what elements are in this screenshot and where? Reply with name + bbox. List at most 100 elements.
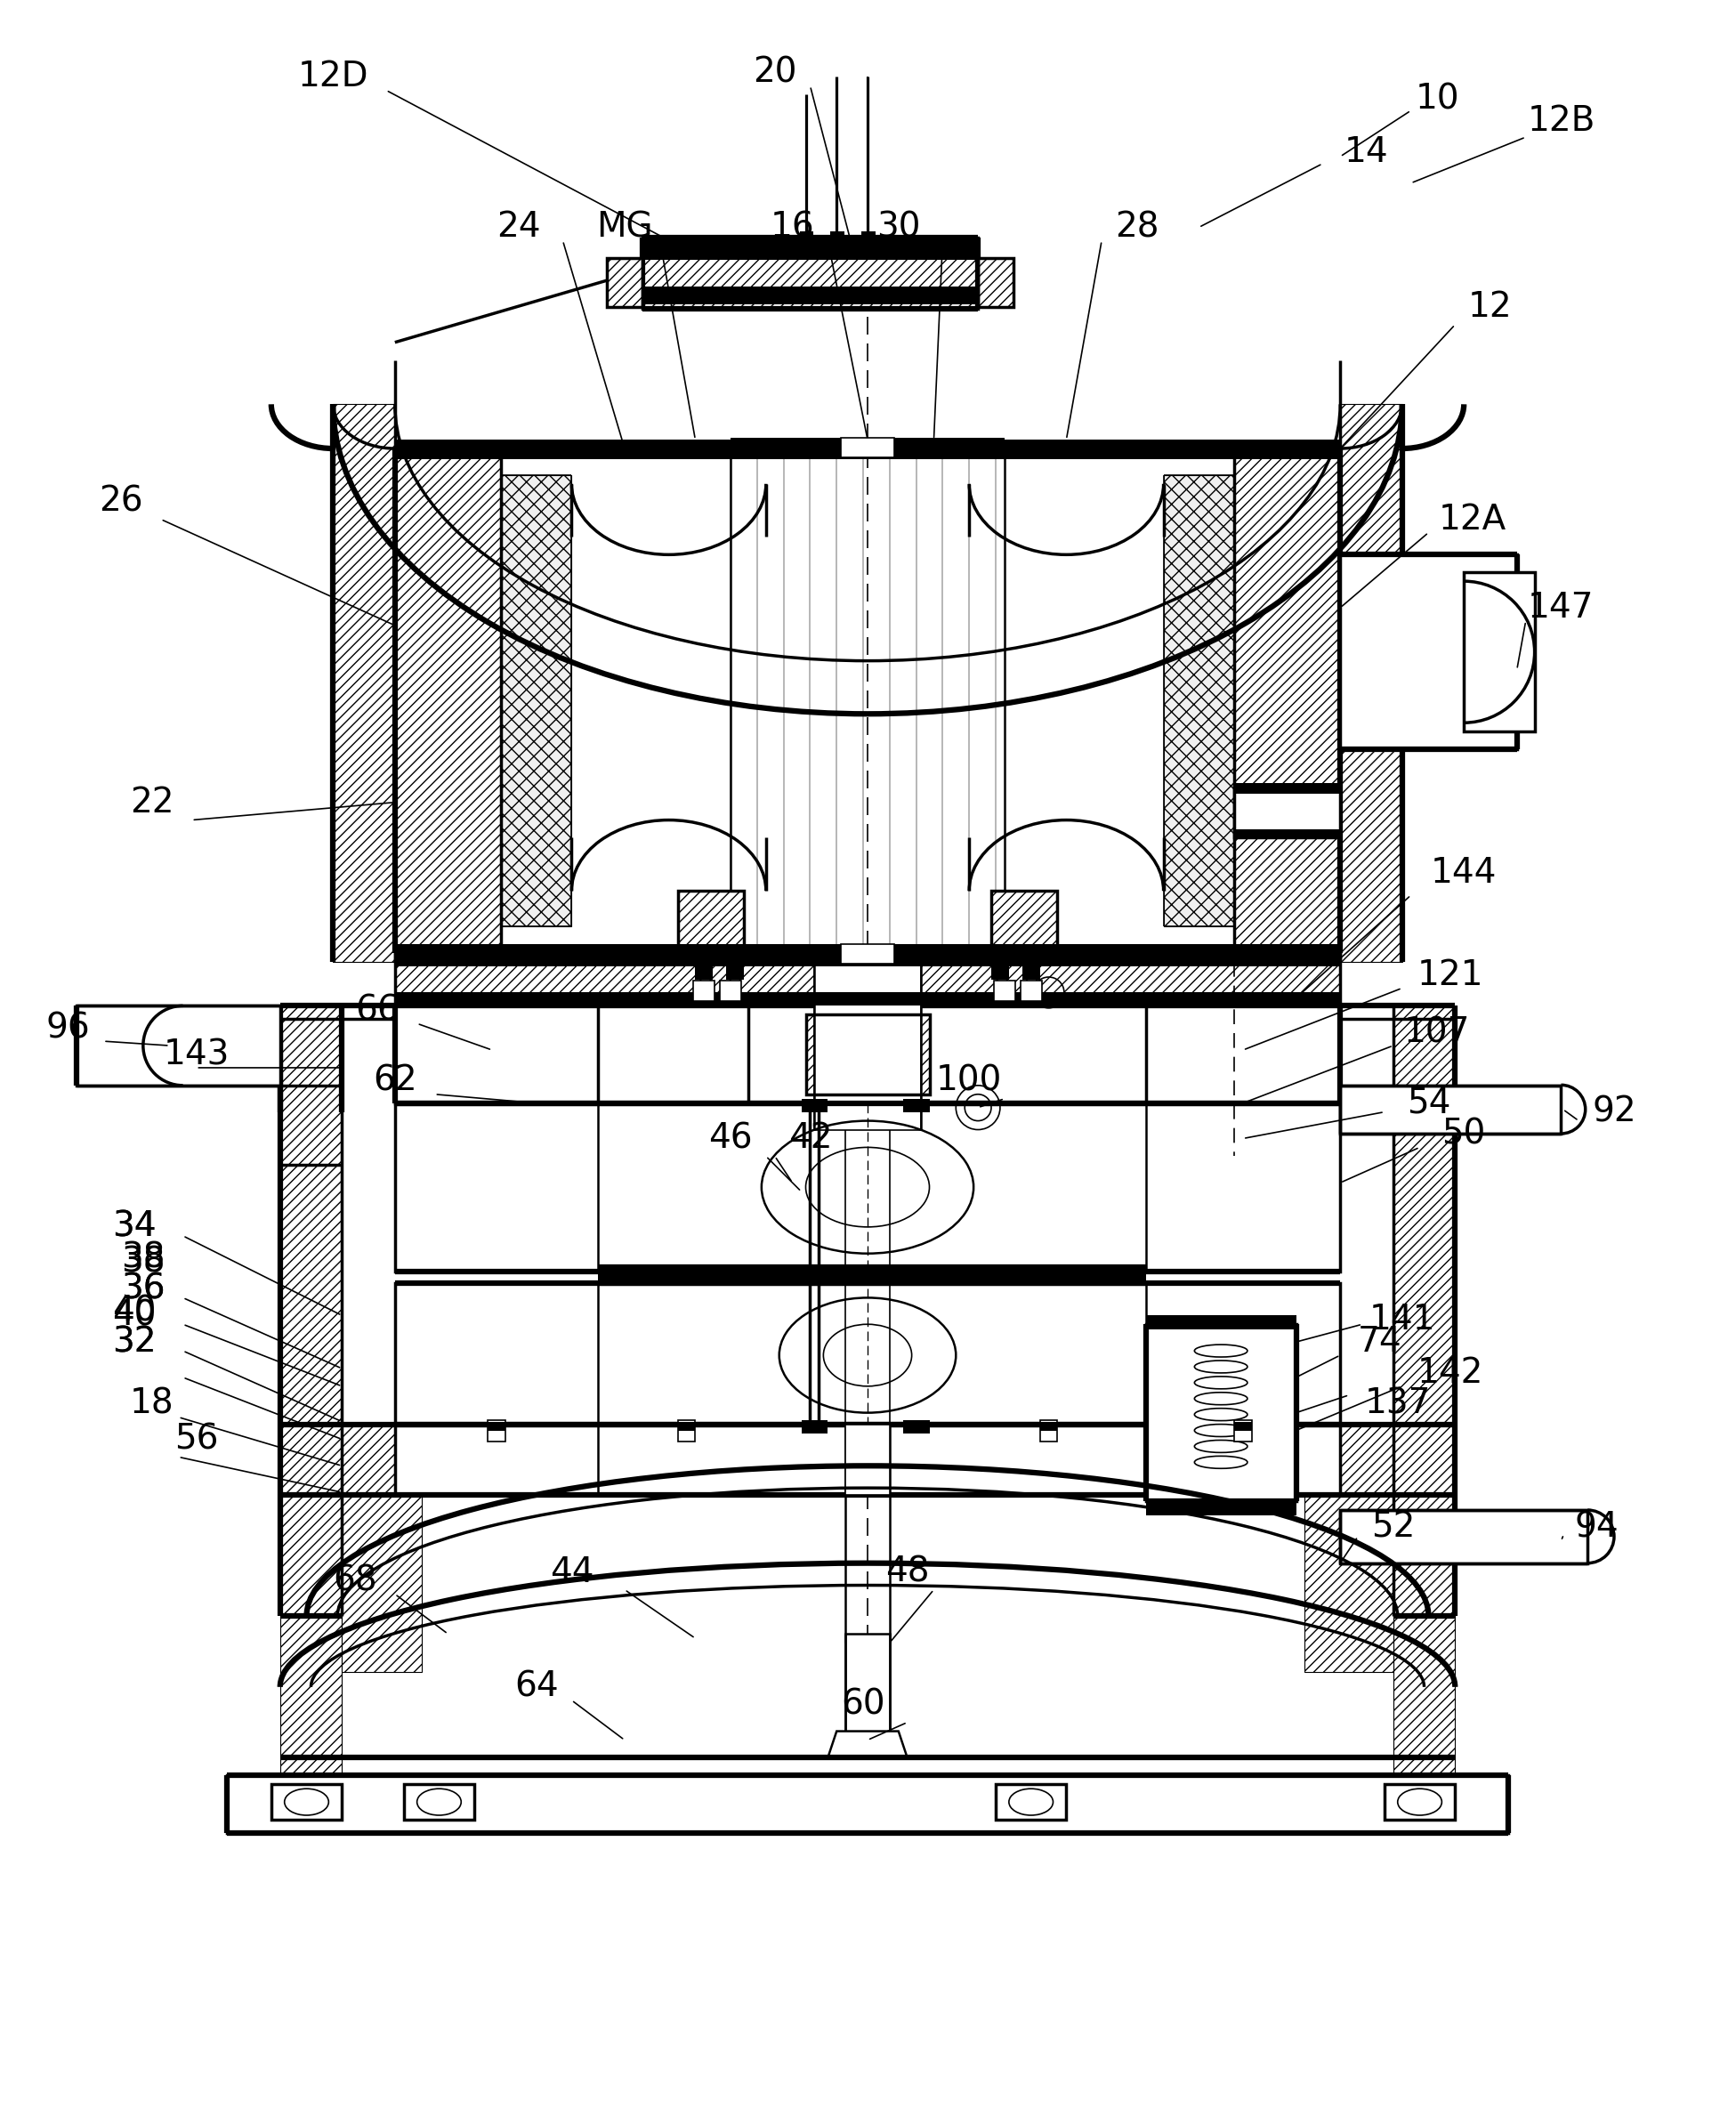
Text: 38: 38 <box>122 1240 165 1274</box>
Text: 141: 141 <box>1370 1303 1436 1337</box>
Polygon shape <box>1234 1422 1252 1430</box>
Polygon shape <box>488 1422 505 1430</box>
Bar <box>996 1784 1066 1820</box>
Bar <box>76 1005 279 1086</box>
Text: 144: 144 <box>1430 857 1496 891</box>
Polygon shape <box>608 258 642 307</box>
Polygon shape <box>806 1016 929 1094</box>
Text: 54: 54 <box>1406 1086 1451 1119</box>
Polygon shape <box>642 237 977 309</box>
Text: 32: 32 <box>113 1325 156 1358</box>
Bar <box>394 1424 1340 1496</box>
Polygon shape <box>1146 1325 1297 1500</box>
Bar <box>394 1005 1340 1102</box>
Text: 40: 40 <box>113 1295 156 1329</box>
Text: 74: 74 <box>1358 1325 1403 1358</box>
Text: 22: 22 <box>130 785 174 819</box>
Text: 16: 16 <box>771 209 814 243</box>
Polygon shape <box>1234 783 1340 794</box>
Polygon shape <box>394 449 502 952</box>
Bar <box>977 258 1014 307</box>
Polygon shape <box>1394 1496 1455 1777</box>
Polygon shape <box>1146 1282 1340 1424</box>
Polygon shape <box>1234 449 1340 952</box>
Bar <box>814 952 920 1130</box>
Bar <box>1040 1420 1057 1441</box>
Text: 12: 12 <box>1469 290 1512 324</box>
Polygon shape <box>802 1098 828 1113</box>
Bar <box>677 1420 696 1441</box>
Bar <box>1146 1325 1297 1500</box>
Text: 36: 36 <box>122 1272 165 1306</box>
Bar <box>1340 554 1517 749</box>
Text: 46: 46 <box>708 1121 753 1155</box>
Text: 48: 48 <box>885 1555 929 1589</box>
Text: 18: 18 <box>130 1386 174 1420</box>
Polygon shape <box>800 233 814 243</box>
Polygon shape <box>991 891 1057 956</box>
Bar <box>1340 1086 1561 1134</box>
Polygon shape <box>1234 829 1340 840</box>
Text: 34: 34 <box>113 1210 156 1244</box>
Text: 64: 64 <box>514 1670 559 1703</box>
Polygon shape <box>991 956 1009 980</box>
Polygon shape <box>903 1420 929 1433</box>
Polygon shape <box>227 1775 1509 1832</box>
Bar <box>1021 980 1042 1001</box>
Text: 142: 142 <box>1418 1356 1484 1390</box>
Text: 100: 100 <box>936 1064 1002 1098</box>
Text: 50: 50 <box>1443 1117 1486 1151</box>
Text: 42: 42 <box>788 1121 832 1155</box>
Text: 38: 38 <box>122 1246 165 1280</box>
Polygon shape <box>394 952 1340 1005</box>
Text: 52: 52 <box>1371 1511 1415 1545</box>
Bar <box>991 891 1057 956</box>
Polygon shape <box>677 1422 696 1430</box>
Polygon shape <box>696 956 713 980</box>
Polygon shape <box>1340 404 1403 961</box>
Bar <box>488 1420 505 1441</box>
Polygon shape <box>1340 1424 1455 1496</box>
Polygon shape <box>1021 980 1042 1001</box>
Text: 143: 143 <box>163 1037 229 1071</box>
Polygon shape <box>394 952 1340 967</box>
Polygon shape <box>1057 1102 1146 1272</box>
Bar <box>693 980 715 1001</box>
Polygon shape <box>995 980 1016 1001</box>
Text: 92: 92 <box>1592 1096 1635 1128</box>
Polygon shape <box>394 992 1340 1005</box>
Text: 28: 28 <box>1115 209 1160 243</box>
Text: 32: 32 <box>113 1325 156 1358</box>
Bar <box>845 1634 889 1731</box>
Polygon shape <box>394 1102 599 1272</box>
Text: 96: 96 <box>45 1011 90 1045</box>
Bar <box>1234 785 1340 838</box>
Text: 12D: 12D <box>297 59 368 93</box>
Bar <box>1463 571 1535 732</box>
Polygon shape <box>720 980 741 1001</box>
Bar <box>845 1424 889 1496</box>
Polygon shape <box>333 404 394 961</box>
Polygon shape <box>394 1424 1340 1496</box>
Polygon shape <box>726 956 743 980</box>
Bar <box>642 237 977 309</box>
Text: 20: 20 <box>753 55 797 89</box>
Polygon shape <box>394 1005 599 1102</box>
Polygon shape <box>731 944 1005 963</box>
Bar <box>1234 1420 1252 1441</box>
Text: 121: 121 <box>1418 959 1484 992</box>
Polygon shape <box>394 944 1340 963</box>
Polygon shape <box>802 1420 828 1433</box>
Polygon shape <box>731 438 1005 457</box>
Polygon shape <box>1305 1496 1394 1672</box>
Text: 62: 62 <box>373 1064 417 1098</box>
Polygon shape <box>342 1496 422 1672</box>
Text: 26: 26 <box>99 485 142 518</box>
Polygon shape <box>599 1267 1146 1282</box>
Polygon shape <box>977 258 1014 307</box>
Polygon shape <box>828 1731 908 1758</box>
Text: 10: 10 <box>1415 83 1460 116</box>
Polygon shape <box>1146 1500 1297 1515</box>
Bar <box>840 438 894 457</box>
Polygon shape <box>642 286 977 305</box>
